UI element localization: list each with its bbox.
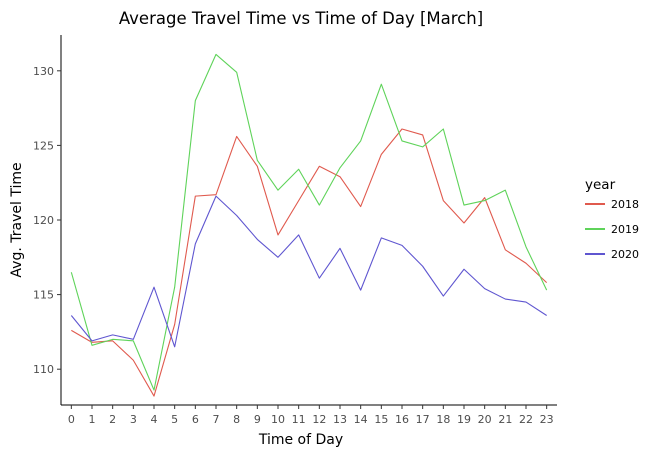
series-line-2018 xyxy=(71,128,548,397)
x-tick-label: 20 xyxy=(478,413,492,426)
y-ticks: 110 115 120 125 130 xyxy=(33,65,61,376)
series-lines xyxy=(70,53,548,397)
x-tick-label: 16 xyxy=(395,413,409,426)
x-tick-label: 17 xyxy=(416,413,430,426)
x-tick-label: 21 xyxy=(498,413,512,426)
x-axis-label: Time of Day xyxy=(258,432,343,448)
legend-title: year xyxy=(585,177,616,193)
series-line-2020 xyxy=(70,195,547,348)
x-tick-label: 0 xyxy=(68,413,75,426)
y-axis-label: Avg. Travel Time xyxy=(9,162,25,277)
x-tick-label: 15 xyxy=(374,413,388,426)
y-tick-label: 130 xyxy=(33,65,54,78)
x-tick-label: 6 xyxy=(192,413,199,426)
x-tick-label: 3 xyxy=(130,413,137,426)
chart-title: Average Travel Time vs Time of Day [Marc… xyxy=(119,9,483,28)
x-tick-label: 1 xyxy=(89,413,96,426)
legend-items: 2018 2019 2020 xyxy=(585,198,639,261)
x-tick-label: 9 xyxy=(254,413,261,426)
y-tick-label: 115 xyxy=(33,289,54,302)
x-tick-label: 2 xyxy=(109,413,116,426)
series-line-2019 xyxy=(70,53,548,391)
y-tick-label: 125 xyxy=(33,139,54,152)
x-tick-label: 22 xyxy=(519,413,533,426)
legend-label-2019: 2019 xyxy=(611,223,639,236)
y-tick-label: 120 xyxy=(33,214,54,227)
legend: year 2018 2019 2020 xyxy=(585,177,639,261)
x-tick-label: 18 xyxy=(436,413,450,426)
x-tick-label: 23 xyxy=(540,413,554,426)
y-tick-label: 110 xyxy=(33,363,54,376)
x-tick-label: 7 xyxy=(213,413,220,426)
x-ticks: 0 1 2 3 4 5 6 7 8 9 10 11 12 13 14 15 16 17 18 19 20 21 22 23 xyxy=(68,405,554,426)
x-tick-label: 13 xyxy=(333,413,347,426)
legend-label-2020: 2020 xyxy=(611,248,639,261)
x-tick-label: 10 xyxy=(271,413,285,426)
legend-label-2018: 2018 xyxy=(611,198,639,211)
x-tick-label: 5 xyxy=(171,413,178,426)
x-tick-label: 11 xyxy=(292,413,306,426)
x-tick-label: 12 xyxy=(312,413,326,426)
x-tick-label: 8 xyxy=(233,413,240,426)
x-tick-label: 19 xyxy=(457,413,471,426)
x-tick-label: 4 xyxy=(151,413,158,426)
x-tick-label: 14 xyxy=(354,413,368,426)
